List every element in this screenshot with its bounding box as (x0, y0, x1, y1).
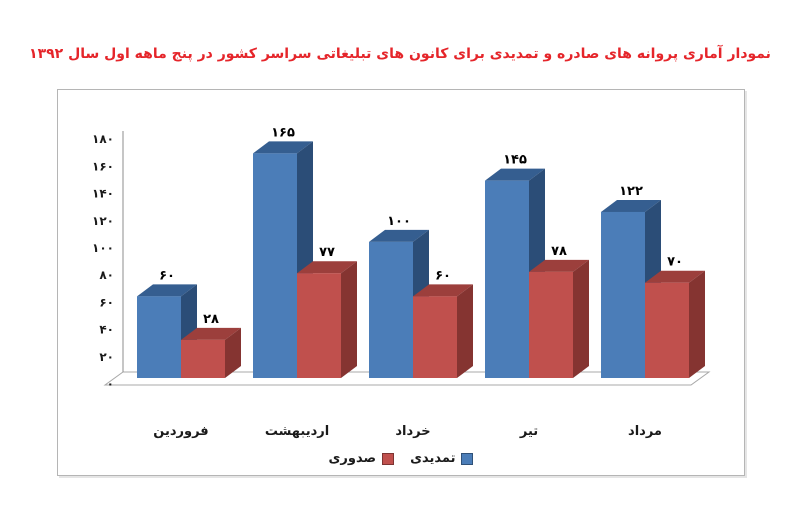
bar-1-1 (297, 273, 341, 378)
bar-0-0 (137, 296, 181, 378)
bar-top-1-0 (181, 327, 241, 340)
bar-0-4 (601, 211, 645, 378)
bar-0-1 (253, 153, 297, 378)
chart-title: نمودار آماری پروانه های صادره و تمدیدی ب… (29, 46, 771, 62)
y-axis-tick-label: ۱۸۰ (92, 132, 114, 146)
legend-item-tamdidi: تمدیدی (410, 451, 474, 466)
bar-value-label: ۷۰ (667, 255, 683, 270)
legend-swatch-red (382, 452, 395, 465)
y-axis-tick-label: ۴۰ (99, 323, 114, 337)
bar-1-2 (413, 296, 457, 378)
bar-side-1-1 (341, 261, 357, 378)
y-axis-tick-label: ۱۴۰ (92, 187, 114, 201)
bar-side-1-0 (225, 327, 241, 378)
bar-value-label: ۱۶۵ (271, 125, 295, 140)
bar-top-0-2 (369, 229, 429, 242)
bar-chart-canvas: ۰ ۲۰ ۴۰ ۶۰ ۸۰ ۱۰۰ ۱۲۰ ۱۴۰ ۱۶۰ ۱۸۰ فروردین اردیبهشت خ… (92, 125, 711, 439)
bar-top-0-1 (253, 141, 313, 154)
x-axis-category-label: خرداد (395, 424, 430, 439)
legend-label-sodouri: صدوری (328, 451, 377, 466)
bar-side-1-4 (689, 270, 705, 378)
bar-side-1-3 (573, 259, 589, 378)
bar-top-1-4 (645, 270, 705, 283)
bar-top-1-1 (297, 261, 357, 274)
bar-top-0-0 (137, 284, 197, 297)
bar-0-3 (485, 180, 529, 378)
legend: صدوری تمدیدی (58, 451, 744, 466)
x-axis-category-label: تیر (519, 424, 538, 439)
bar-top-0-4 (601, 199, 661, 212)
y-axis-tick-label: ۱۰۰ (92, 241, 114, 255)
bar-value-label: ۷۸ (551, 244, 567, 259)
bar-value-label: ۱۰۰ (387, 214, 411, 229)
y-axis-tick-label: ۱۶۰ (92, 159, 114, 173)
bar-value-label: ۱۲۲ (619, 184, 643, 199)
y-axis-tick-label: ۰ (107, 377, 114, 391)
legend-swatch-blue (461, 452, 474, 465)
bar-value-label: ۷۷ (319, 245, 335, 260)
bar-value-label: ۶۰ (435, 268, 451, 283)
x-axis-category-label: مرداد (628, 424, 662, 439)
bar-value-label: ۱۴۵ (503, 153, 527, 168)
bar-1-3 (529, 271, 573, 378)
y-axis-tick-label: ۸۰ (99, 268, 114, 282)
bar-0-2 (369, 241, 413, 378)
y-axis-tick-label: ۲۰ (99, 350, 114, 364)
y-axis-tick-label: ۱۲۰ (92, 214, 114, 228)
bar-1-0 (181, 339, 225, 378)
bar-value-label: ۶۰ (159, 268, 175, 283)
bar-1-4 (645, 282, 689, 378)
bar-top-0-3 (485, 168, 545, 181)
legend-item-sodouri: صدوری (329, 451, 395, 466)
y-axis-tick-label: ۶۰ (99, 295, 114, 309)
bar-value-label: ۲۸ (203, 312, 219, 327)
legend-label-tamdidi: تمدیدی (410, 451, 456, 466)
x-axis-category-label: فروردین (153, 424, 208, 439)
bar-top-1-2 (413, 284, 473, 297)
x-axis-category-label: اردیبهشت (265, 424, 329, 439)
bar-top-1-3 (529, 259, 589, 272)
chart-area: ۰ ۲۰ ۴۰ ۶۰ ۸۰ ۱۰۰ ۱۲۰ ۱۴۰ ۱۶۰ ۱۸۰ فروردین اردیبهشت خ… (57, 89, 745, 476)
bar-side-1-2 (457, 284, 473, 378)
